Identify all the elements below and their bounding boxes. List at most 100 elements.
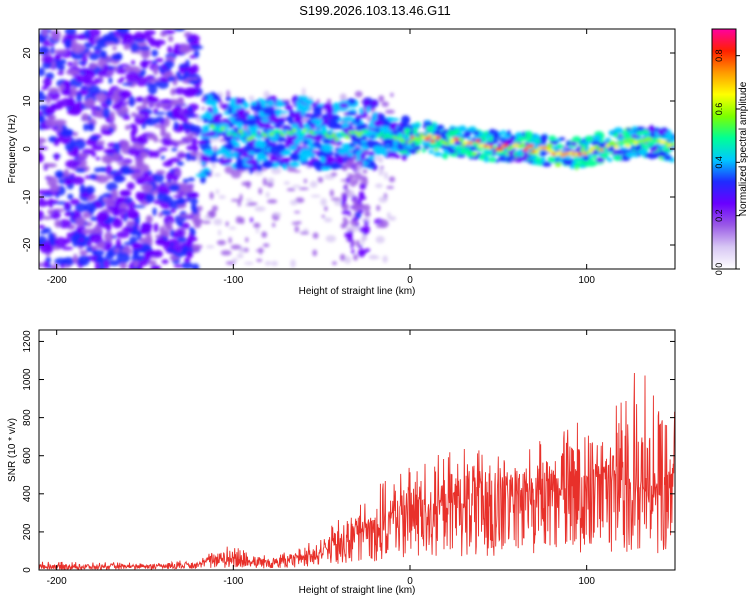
ridge-core-blob [447,137,453,142]
noise-blob [182,178,189,184]
noise-blob [95,156,101,161]
ridge-blob [630,134,638,138]
ridge-blob [605,137,612,142]
ridge-blob [320,156,326,161]
ridge-blob [304,113,310,118]
noise-blob [176,228,185,238]
noise-blob [173,105,181,115]
noise-blob [390,92,394,98]
ridge-core-blob [376,134,382,138]
ridge-core-blob [356,133,362,138]
noise-blob [186,87,201,94]
noise-blob [72,131,79,137]
noise-blob [298,187,309,191]
ridge-blob [636,130,643,136]
noise-blob [294,210,301,214]
ridge-blob [663,144,669,151]
noise-blob [128,95,136,107]
streak-blob [343,216,347,222]
ridge-core-blob [430,139,436,144]
noise-blob [286,188,296,192]
noise-blob [42,55,54,64]
noise-blob [122,114,131,121]
y-tick-label: 10 [22,95,33,107]
noise-blob [153,136,159,143]
noise-blob [201,106,205,111]
ridge-blob [592,153,598,161]
ridge-core-blob [345,135,351,140]
ridge-core-blob [520,142,526,147]
ridge-blob [570,141,578,146]
ridge-blob [242,145,253,152]
noise-blob [45,119,58,127]
ridge-blob [275,99,283,103]
noise-blob [262,177,268,186]
ridge-blob [465,150,474,154]
ridge-blob [582,155,590,161]
x-tick-label: 0 [407,576,413,587]
ridge-blob [456,154,467,158]
ridge-core-blob [534,149,540,154]
ridge-blob [591,140,601,147]
noise-blob [108,77,113,85]
noise-blob [65,159,80,169]
noise-blob [87,85,100,96]
ridge-blob [473,130,480,136]
noise-blob [376,204,381,212]
noise-blob [167,45,173,54]
noise-blob [225,221,229,227]
ridge-blob [669,138,675,143]
ridge-blob [424,122,433,127]
noise-blob [379,219,389,228]
noise-blob [47,90,61,101]
ridge-blob [401,154,408,161]
noise-blob [173,29,186,32]
noise-blob [179,184,189,192]
noise-blob [194,83,201,88]
noise-blob [117,161,130,166]
colorbar-tick-label: 0.6 [714,103,724,116]
noise-blob [57,71,64,76]
ridge-blob [442,129,450,133]
ridge-blob [414,144,421,151]
noise-blob [265,191,270,198]
ridge-blob [600,152,608,159]
noise-blob [189,124,202,135]
colorbar-tick-label: 0.2 [714,209,724,222]
snr-y-axis-label: SNR (10 * v/v) [7,418,18,482]
ridge-blob [591,161,599,166]
noise-blob [64,177,73,186]
ridge-core-blob [404,136,410,141]
noise-blob [79,250,88,256]
ridge-blob [426,124,433,132]
noise-blob [272,222,276,228]
noise-blob [144,112,149,118]
noise-blob [163,195,173,204]
noise-blob [247,202,258,206]
ridge-blob [379,113,386,122]
noise-blob [39,146,49,151]
noise-blob [71,51,84,60]
x-tick-label: -100 [223,576,243,587]
ridge-blob [364,163,377,168]
noise-blob [161,259,169,264]
ridge-blob [239,166,251,171]
snr-panel: -200 -100 0 100 0 200 400 600 800 1000 1200 Heigh… [7,329,676,596]
ridge-blob [446,146,453,151]
noise-blob [43,77,52,88]
noise-blob [71,176,85,185]
ridge-core-blob [670,142,675,146]
noise-blob [54,170,65,179]
streak-blob [355,179,359,185]
ridge-core-blob [237,129,243,134]
noise-blob [253,222,261,229]
noise-blob [203,215,212,220]
noise-blob [160,131,168,137]
streak-blob [346,226,354,231]
noise-blob [384,109,395,114]
ridge-blob [505,138,515,145]
noise-blob [126,220,135,228]
noise-blob [155,238,166,246]
streak-blob [361,234,366,242]
noise-blob [290,259,296,268]
